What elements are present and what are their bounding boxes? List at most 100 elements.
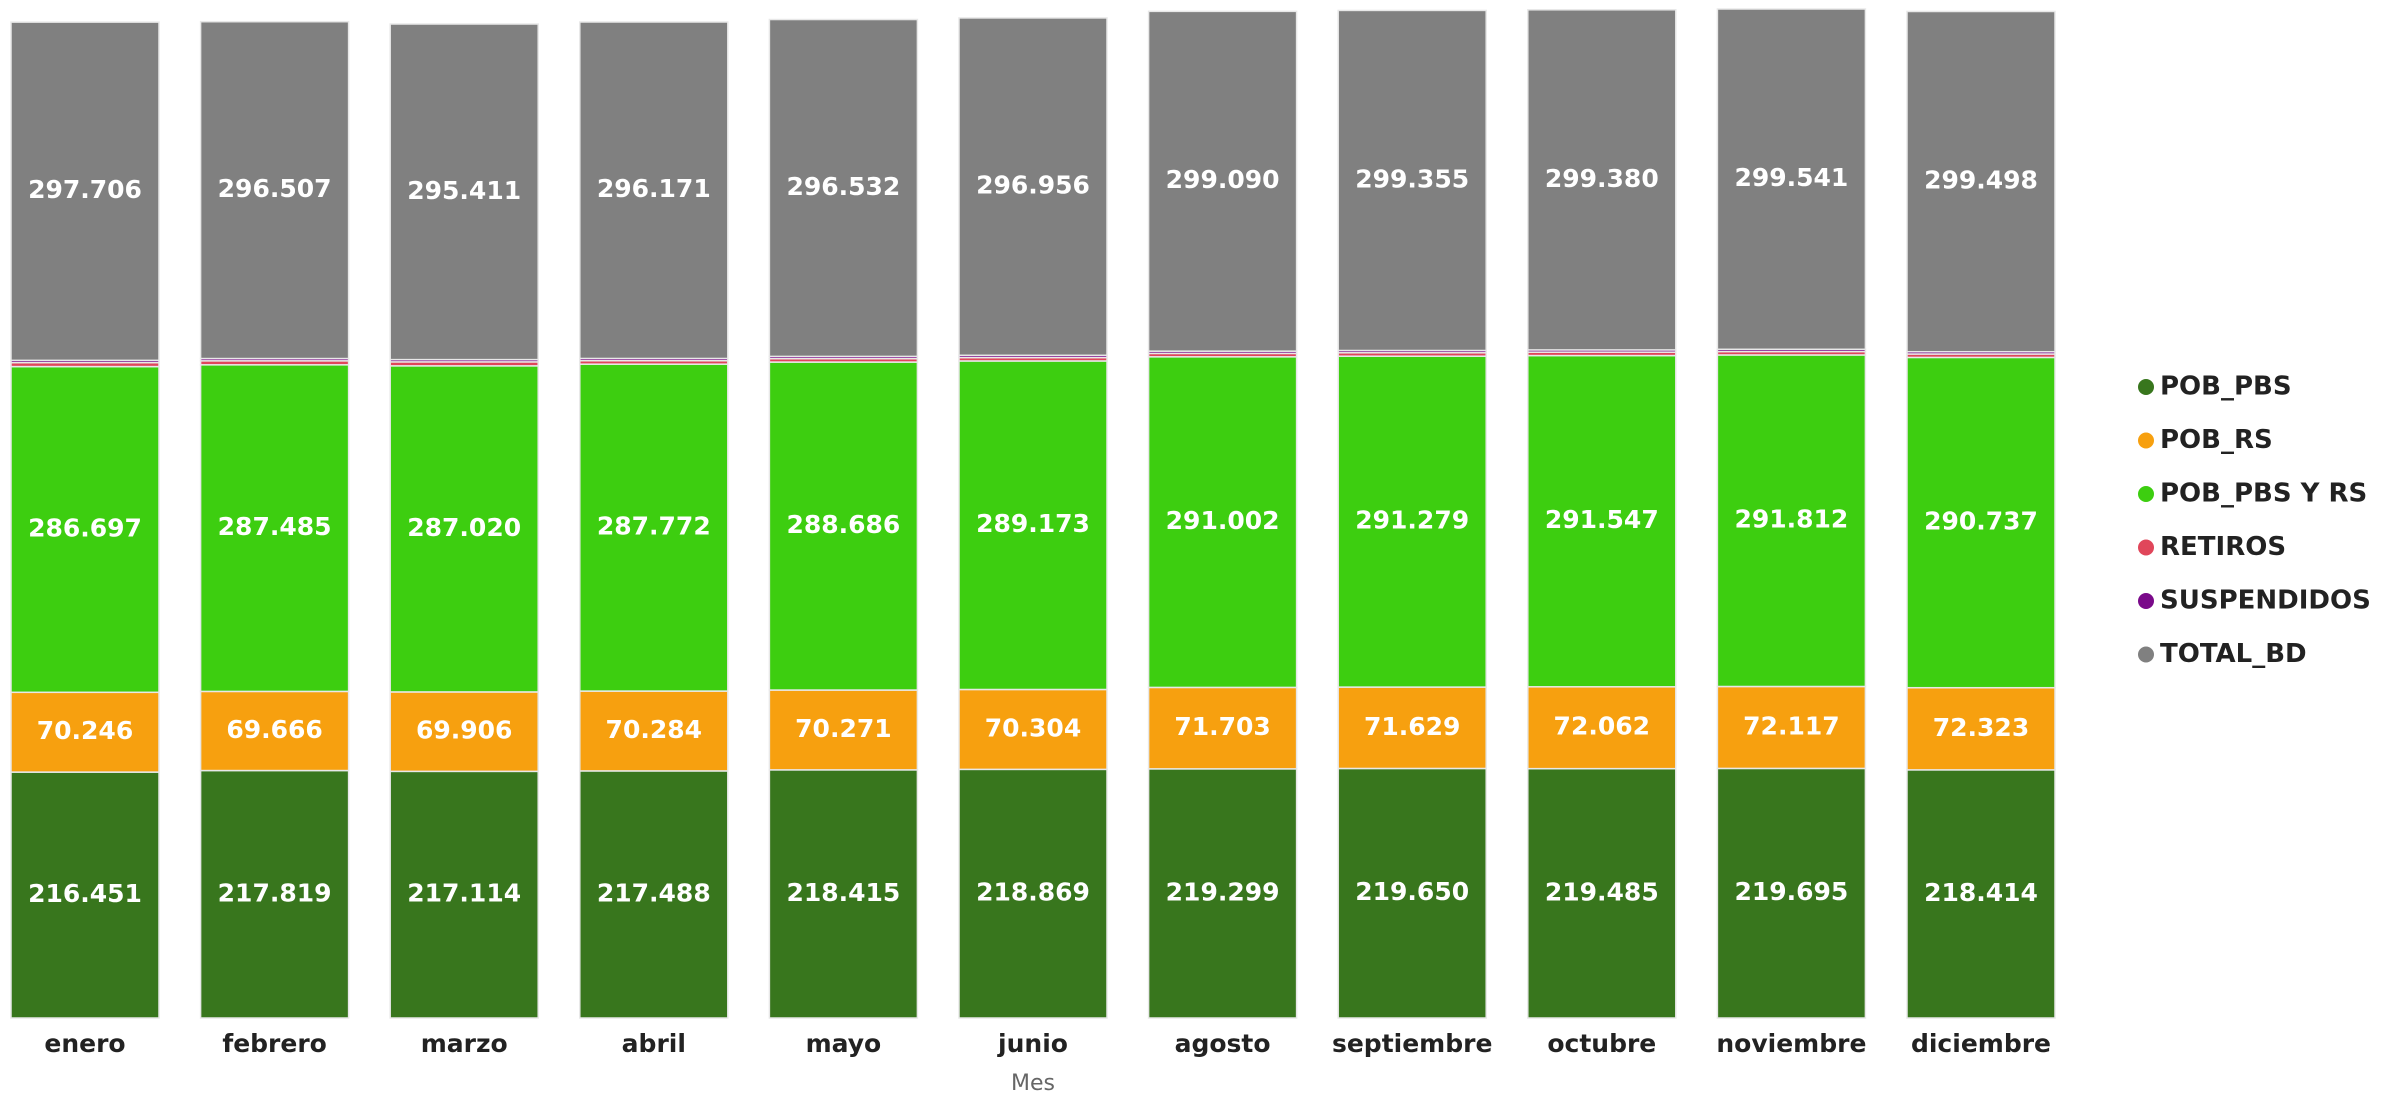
x-tick-label: marzo <box>421 1029 508 1058</box>
bar-segment <box>1906 356 2056 689</box>
bar-segment <box>1906 769 2056 1019</box>
x-tick-label: diciembre <box>1911 1029 2051 1058</box>
data-label: 295.411 <box>407 176 521 205</box>
legend-marker <box>2138 539 2154 556</box>
bar-segment <box>10 691 160 773</box>
legend-label: TOTAL_BD <box>2160 639 2307 669</box>
data-label: 291.547 <box>1545 505 1659 534</box>
bar-segment <box>1716 8 1867 351</box>
data-label: 299.541 <box>1734 163 1848 192</box>
legend-label: POB_PBS Y RS <box>2160 479 2367 509</box>
x-tick-label: enero <box>44 1029 125 1058</box>
bar-segment <box>389 365 539 693</box>
data-label: 296.956 <box>976 171 1090 200</box>
data-label: 296.507 <box>218 174 332 203</box>
data-label: 296.532 <box>786 172 900 201</box>
bar-segment <box>199 364 350 693</box>
bar-segment <box>1337 686 1487 770</box>
bar-segment <box>199 20 350 360</box>
bar-segment <box>1716 685 1867 770</box>
data-label: 287.485 <box>218 512 332 541</box>
bar-segment <box>10 771 160 1019</box>
bar-segment <box>958 360 1108 691</box>
bar-segment <box>1337 355 1487 688</box>
bar-segment <box>579 770 729 1019</box>
bar-segment <box>1147 356 1298 689</box>
legend-marker <box>2138 379 2154 395</box>
legend-label: POB_RS <box>2160 425 2273 455</box>
bar-segment <box>389 770 539 1019</box>
bar-segment <box>389 23 539 361</box>
data-label: 288.686 <box>786 510 900 539</box>
data-label: 69.666 <box>226 715 322 744</box>
data-label: 291.279 <box>1355 506 1469 535</box>
data-label: 299.090 <box>1166 165 1280 194</box>
data-label: 70.271 <box>795 714 891 743</box>
bar-segment <box>768 18 919 358</box>
legend-marker <box>2138 593 2154 609</box>
legend-label: RETIROS <box>2160 532 2286 562</box>
bar-segment <box>958 768 1108 1019</box>
data-label: 217.488 <box>597 878 711 907</box>
legend-label: POB_PBS <box>2160 372 2292 402</box>
bar-segment <box>1527 686 1677 770</box>
x-tick-label: noviembre <box>1716 1029 1866 1058</box>
legend-marker <box>2138 432 2154 449</box>
bar-segment <box>958 688 1108 771</box>
data-label: 296.171 <box>597 174 711 203</box>
data-label: 289.173 <box>976 509 1090 538</box>
data-label: 291.812 <box>1734 505 1848 534</box>
data-label: 299.355 <box>1355 164 1469 193</box>
bar-segment <box>1527 9 1677 351</box>
bar-segment <box>768 689 919 771</box>
data-label: 297.706 <box>28 175 142 204</box>
data-label: 219.650 <box>1355 877 1469 906</box>
x-axis-title: Mes <box>1011 1071 1055 1096</box>
x-tick-label: octubre <box>1547 1029 1656 1058</box>
x-tick-label: agosto <box>1175 1029 1271 1058</box>
x-tick-label: junio <box>997 1029 1068 1058</box>
bar-segment <box>579 21 729 360</box>
data-label: 70.304 <box>985 713 1081 742</box>
legend-marker <box>2138 646 2154 663</box>
data-label: 72.323 <box>1933 713 2029 742</box>
data-label: 291.002 <box>1166 506 1280 535</box>
legend-label: SUSPENDIDOS <box>2160 586 2371 616</box>
bar-segment <box>10 21 160 362</box>
data-label: 69.906 <box>416 716 512 745</box>
bar-segment <box>1716 354 1867 688</box>
data-label: 72.117 <box>1743 711 1839 740</box>
data-label: 299.498 <box>1924 166 2038 195</box>
data-label: 286.697 <box>28 513 142 542</box>
bar-segment <box>1906 10 2056 353</box>
data-label: 219.695 <box>1734 877 1848 906</box>
data-label: 218.414 <box>1924 878 2038 907</box>
data-label: 71.703 <box>1174 712 1270 741</box>
data-label: 218.869 <box>976 878 1090 907</box>
legend-marker <box>2138 486 2154 502</box>
data-label: 70.284 <box>606 715 702 744</box>
data-label: 218.415 <box>786 878 900 907</box>
x-tick-label: abril <box>622 1029 686 1058</box>
x-tick-label: febrero <box>222 1029 327 1058</box>
data-label: 219.485 <box>1545 877 1659 906</box>
bar-segment <box>958 17 1108 357</box>
bar-segment <box>1147 768 1298 1019</box>
data-label: 290.737 <box>1924 507 2038 536</box>
data-label: 217.819 <box>218 878 332 907</box>
data-label: 216.451 <box>28 879 142 908</box>
data-label: 71.629 <box>1364 712 1460 741</box>
bar-segment <box>768 361 919 691</box>
data-label: 219.299 <box>1166 877 1280 906</box>
bar-segment <box>768 769 919 1019</box>
data-label: 70.246 <box>37 716 133 745</box>
bar-segment <box>1147 686 1298 770</box>
data-label: 287.020 <box>407 513 521 542</box>
data-label: 287.772 <box>597 512 711 541</box>
bar-segment <box>389 691 539 773</box>
data-label: 299.380 <box>1545 164 1659 193</box>
bar-segment <box>1147 10 1298 352</box>
x-tick-label: septiembre <box>1332 1029 1492 1058</box>
data-label: 217.114 <box>407 879 521 908</box>
